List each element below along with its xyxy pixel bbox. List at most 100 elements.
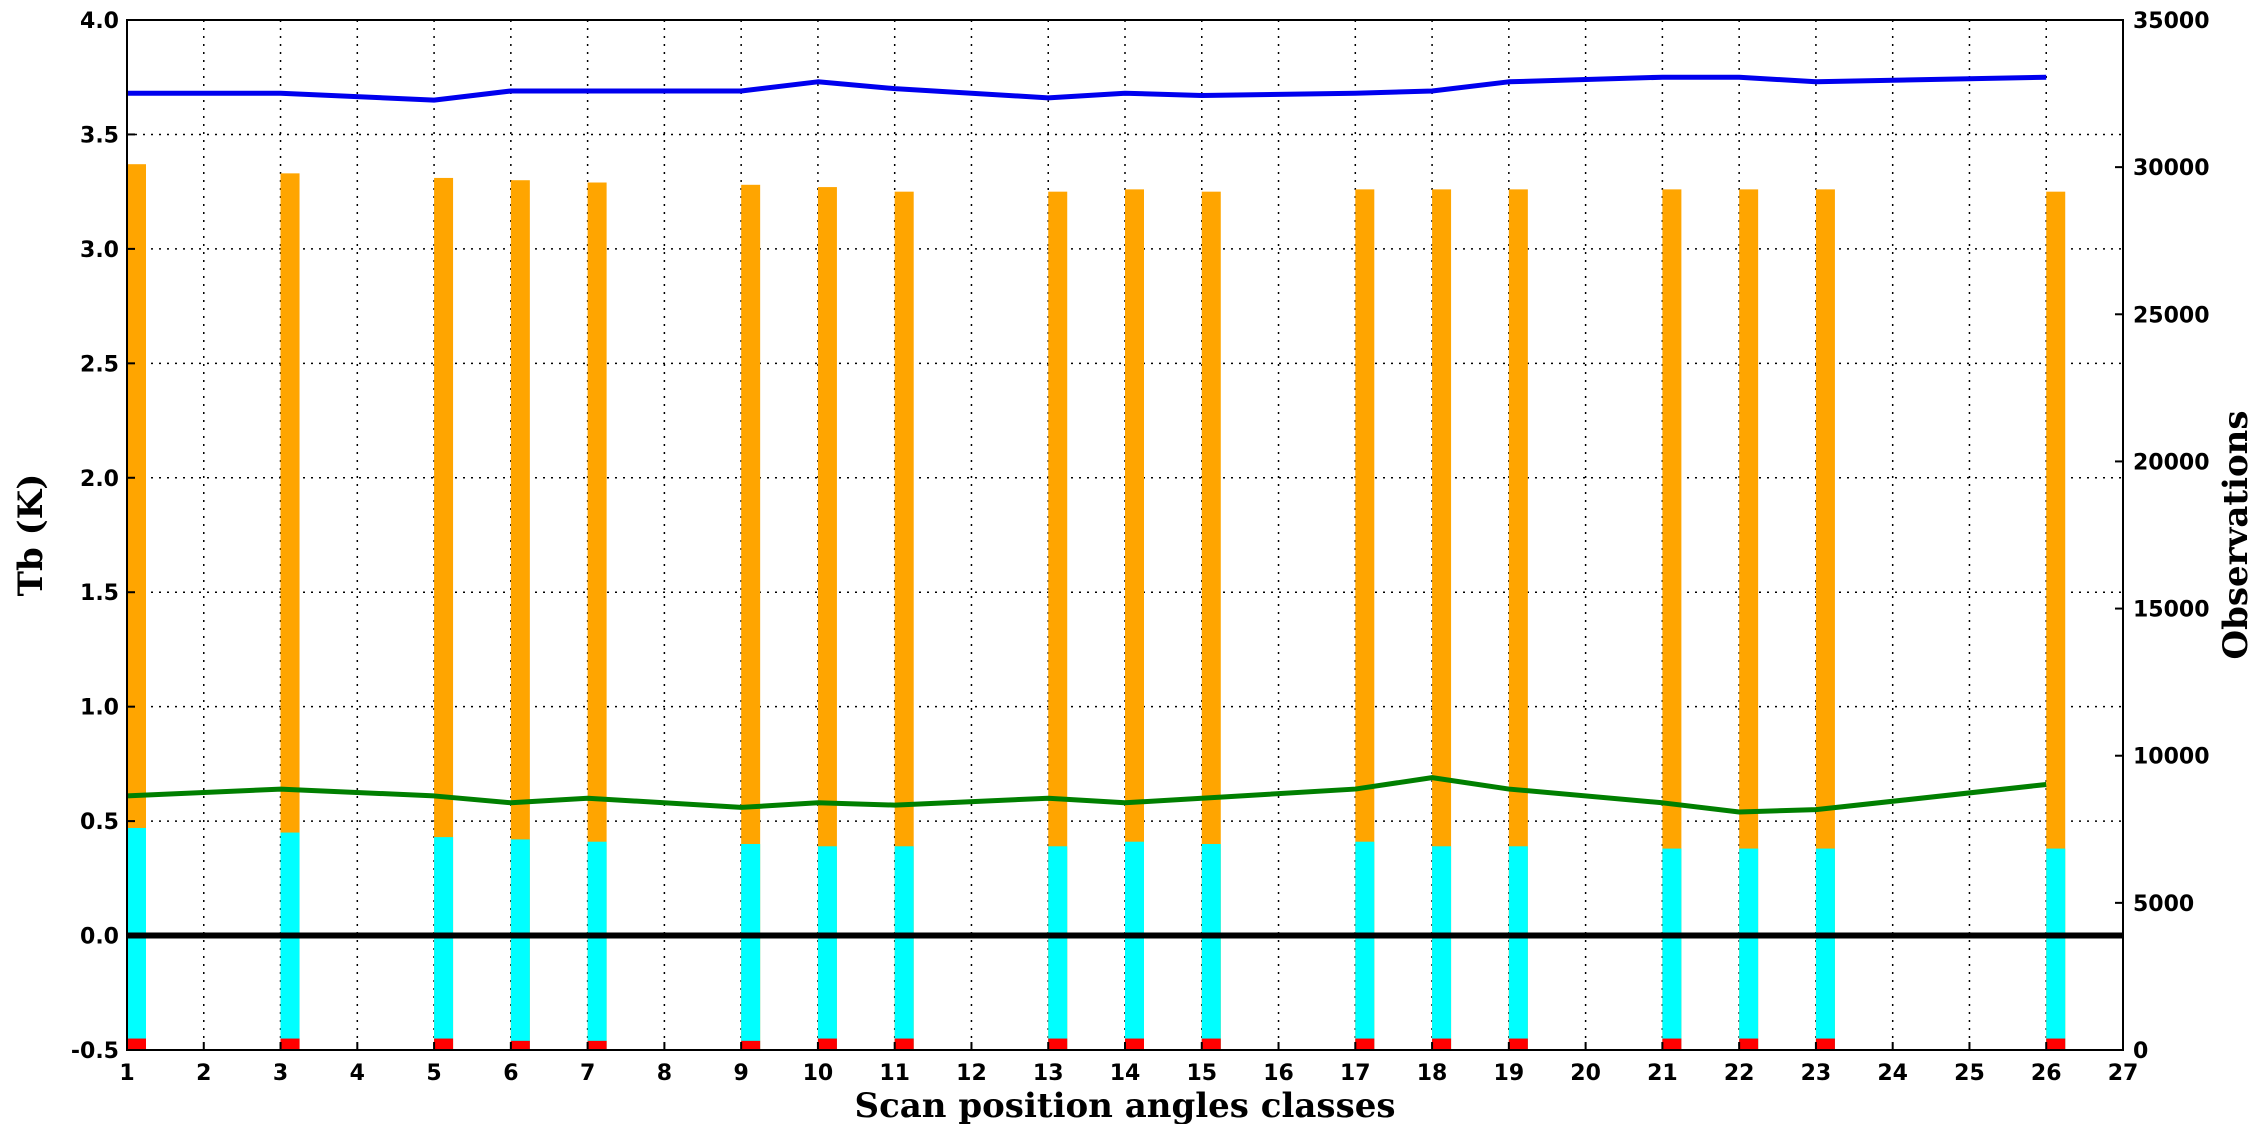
line-series-3 [127,74,2047,103]
y2-tick-label: 25000 [2133,303,2210,328]
bar-series-2 [1125,1038,1144,1050]
x-tick-label: 27 [2108,1061,2139,1086]
bar-series-1 [1739,848,1759,1050]
bar-series-2 [894,1038,914,1050]
x-tick-label: 19 [1494,1061,1525,1086]
x-axis-ticks: 1 2 3 4 5 6 7 8 9 10 11 12 13 14 15 16 17 18 19 20 21 22 23 24 2… [119,1042,2138,1086]
bar-series-0 [1815,189,1835,1050]
bar-series-1 [280,832,300,1050]
bar-series-2 [1432,1038,1452,1050]
x-tick-label: 7 [580,1061,595,1086]
y-tick-label: 0.0 [80,925,119,950]
bar-series-1 [127,827,146,1050]
x-tick-label: 24 [1877,1061,1908,1086]
bar-series-1 [894,846,914,1050]
bar-series-2 [1739,1038,1759,1050]
bar-series-0 [1662,189,1682,1050]
x-tick-label: 8 [657,1061,672,1086]
bar-series-0 [1508,189,1528,1050]
bar-series-1 [741,844,761,1050]
x-tick-label: 3 [273,1061,288,1086]
y2-tick-label: 0 [2133,1039,2148,1064]
x-tick-label: 23 [1801,1061,1832,1086]
x-tick-label: 10 [803,1061,834,1086]
bar-series-1 [1048,846,1068,1050]
x-tick-label: 18 [1417,1061,1448,1086]
y-tick-label: 3.5 [80,123,119,148]
bar-series-1 [1815,848,1835,1050]
y2-tick-label: 30000 [2133,156,2210,181]
x-tick-label: 12 [956,1061,987,1086]
bar-series-0 [2046,191,2066,1050]
x-tick-label: 16 [1263,1061,1294,1086]
bar-series-2 [741,1040,761,1050]
x-tick-label: 5 [426,1061,441,1086]
y2-tick-label: 20000 [2133,450,2210,475]
y-tick-label: 2.0 [80,467,119,492]
bar-series-0 [894,191,914,1050]
y2-tick-label: 10000 [2133,745,2210,770]
bars [127,164,2066,1051]
bar-series-1 [1201,844,1221,1050]
bar-series-0 [1355,189,1375,1050]
bar-series-2 [127,1038,146,1050]
x-tick-label: 17 [1340,1061,1371,1086]
bar-series-1 [510,839,530,1050]
line-series-4 [126,775,2047,815]
x-tick-label: 13 [1033,1061,1064,1086]
bar-series-0 [1201,191,1221,1050]
bar-series-1 [1508,846,1528,1050]
x-tick-label: 22 [1724,1061,1755,1086]
y-tick-label: 1.5 [80,581,119,606]
bar-series-2 [2046,1038,2066,1050]
x-tick-label: 26 [2031,1061,2062,1086]
x-tick-label: 9 [733,1061,748,1086]
y-tick-label: 4.0 [80,9,119,34]
bar-series-2 [510,1040,530,1050]
x-axis-title: Scan position angles classes [855,1086,1396,1124]
y2-axis-ticks: 0 5000 10000 15000 20000 25000 30000 35000 [2115,9,2210,1064]
bar-series-2 [817,1038,837,1050]
x-tick-label: 14 [1110,1061,1141,1086]
bar-series-0 [280,173,300,1050]
bar-series-0 [817,187,837,1051]
bar-series-1 [817,846,837,1050]
bar-series-1 [434,837,454,1050]
y2-tick-label: 5000 [2133,892,2194,917]
x-tick-label: 2 [196,1061,211,1086]
bar-series-2 [434,1038,454,1050]
bar-series-0 [434,177,454,1050]
bar-series-2 [1508,1038,1528,1050]
bar-series-1 [2046,848,2066,1050]
y-tick-label: 1.0 [80,696,119,721]
bar-series-2 [587,1040,607,1050]
bar-series-1 [1662,848,1682,1050]
bar-series-2 [1201,1038,1221,1050]
bar-series-0 [741,184,761,1051]
bar-series-0 [510,180,530,1050]
bar-series-0 [1432,189,1452,1050]
x-tick-label: 4 [350,1061,365,1086]
bar-series-2 [1815,1038,1835,1050]
y-tick-label: 0.5 [80,810,119,835]
x-tick-label: 11 [879,1061,910,1086]
x-tick-label: 1 [119,1061,134,1086]
x-tick-label: 20 [1570,1061,1601,1086]
bar-series-2 [1355,1038,1375,1050]
y-tick-label: 3.0 [80,238,119,263]
lines [126,74,2123,939]
bar-series-1 [1125,841,1144,1050]
bar-series-0 [587,182,607,1050]
bar-series-2 [280,1038,300,1050]
y2-axis-title: Observations [2216,410,2256,659]
bar-series-1 [1355,841,1375,1050]
bar-series-0 [1125,189,1144,1050]
bar-series-1 [587,841,607,1050]
x-tick-label: 25 [1954,1061,1985,1086]
bar-series-0 [1048,191,1068,1050]
y2-tick-label: 15000 [2133,598,2210,623]
x-tick-label: 21 [1647,1061,1678,1086]
x-tick-label: 15 [1186,1061,1217,1086]
bar-series-1 [1432,846,1452,1050]
